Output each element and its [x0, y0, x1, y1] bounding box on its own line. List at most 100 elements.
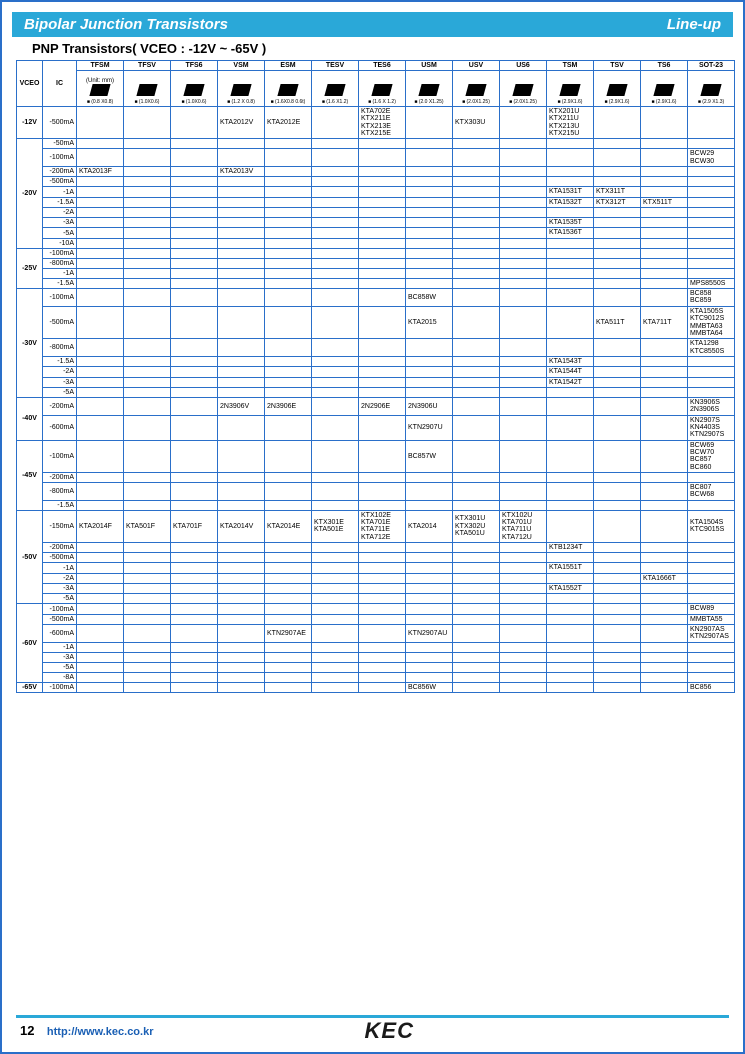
part-cell [359, 553, 406, 563]
part-cell [594, 563, 641, 573]
part-cell [688, 268, 735, 278]
part-cell: BC858 BC859 [688, 289, 735, 307]
part-cell [77, 652, 124, 662]
part-cell: MPS8550S [688, 278, 735, 288]
part-cell [359, 218, 406, 228]
part-cell [171, 289, 218, 307]
part-cell [406, 278, 453, 288]
part-cell [218, 662, 265, 672]
part-cell [312, 149, 359, 167]
part-cell [688, 473, 735, 483]
ic-cell: -50mA [43, 139, 77, 149]
part-cell [265, 594, 312, 604]
part-cell [265, 387, 312, 397]
part-cell [265, 339, 312, 357]
part-cell [124, 187, 171, 197]
part-cell [77, 662, 124, 672]
part-cell [171, 149, 218, 167]
part-cell [359, 258, 406, 268]
part-cell [688, 563, 735, 573]
part-cell [171, 248, 218, 258]
part-cell [594, 500, 641, 510]
ic-cell: -100mA [43, 289, 77, 307]
part-cell [594, 573, 641, 583]
icon-row: (Unit: mm)■ (0.8 X0.8)■ (1.0X0.6)■ (1.0X… [17, 71, 735, 107]
part-cell [359, 652, 406, 662]
part-cell [359, 187, 406, 197]
table-row: -12V-500mAKTA2012VKTA2012EKTA702E KTX211… [17, 107, 735, 139]
part-cell [359, 377, 406, 387]
part-cell [312, 614, 359, 624]
ic-cell: -1A [43, 563, 77, 573]
part-cell [406, 543, 453, 553]
part-cell [688, 584, 735, 594]
table-row: -40V-200mA2N3906V2N3906E2N2906E2N3906UKN… [17, 397, 735, 415]
part-cell [265, 278, 312, 288]
part-cell [406, 500, 453, 510]
part-cell [124, 306, 171, 338]
part-cell [453, 415, 500, 440]
part-cell: BC857W [406, 440, 453, 472]
part-cell [124, 177, 171, 187]
part-cell [453, 662, 500, 672]
part-cell [171, 584, 218, 594]
part-cell [641, 278, 688, 288]
part-cell [359, 248, 406, 258]
part-cell [406, 258, 453, 268]
part-cell [547, 177, 594, 187]
part-cell [453, 208, 500, 218]
part-cell: KTN2907AU [406, 625, 453, 643]
part-cell [312, 306, 359, 338]
pkg-icon-tfsv: ■ (1.0X0.6) [124, 71, 171, 107]
part-cell [547, 573, 594, 583]
part-cell [312, 415, 359, 440]
part-cell [124, 278, 171, 288]
part-cell: KTX303U [453, 107, 500, 139]
vceo-cell: -65V [17, 682, 43, 692]
part-cell [218, 187, 265, 197]
part-cell [359, 208, 406, 218]
part-cell: KTA2014V [218, 510, 265, 542]
part-cell [359, 177, 406, 187]
part-cell [594, 642, 641, 652]
part-cell [312, 584, 359, 594]
ic-cell: -2A [43, 573, 77, 583]
part-cell [312, 473, 359, 483]
part-cell [688, 167, 735, 177]
ic-cell: -8A [43, 672, 77, 682]
part-cell [77, 500, 124, 510]
part-cell [453, 197, 500, 207]
part-cell [218, 289, 265, 307]
part-cell [218, 563, 265, 573]
part-cell [77, 149, 124, 167]
table-row: -50V-150mAKTA2014FKTA501FKTA701FKTA2014V… [17, 510, 735, 542]
part-cell [406, 377, 453, 387]
part-cell: KTA501F [124, 510, 171, 542]
part-cell [406, 672, 453, 682]
part-cell: KTX511T [641, 197, 688, 207]
part-cell [77, 682, 124, 692]
part-cell [453, 642, 500, 652]
part-cell [453, 625, 500, 643]
part-cell [453, 278, 500, 288]
part-cell [77, 218, 124, 228]
table-head: VCEO IC TFSMTFSVTFS6VSMESMTESVTES6USMUSV… [17, 61, 735, 107]
part-cell [218, 553, 265, 563]
part-cell [218, 682, 265, 692]
table-row: -1A [17, 268, 735, 278]
part-cell [218, 248, 265, 258]
part-cell: 2N3906E [265, 397, 312, 415]
part-cell [77, 367, 124, 377]
part-cell [688, 228, 735, 238]
col-tsm: TSM [547, 61, 594, 71]
part-cell: KTA2013V [218, 167, 265, 177]
part-cell [547, 238, 594, 248]
table-row: -1.5A [17, 500, 735, 510]
part-cell [641, 387, 688, 397]
part-cell [500, 197, 547, 207]
part-cell [312, 367, 359, 377]
table-row: -800mAKTA1298 KTC8550S [17, 339, 735, 357]
part-cell [547, 625, 594, 643]
part-cell [453, 473, 500, 483]
part-cell [359, 573, 406, 583]
